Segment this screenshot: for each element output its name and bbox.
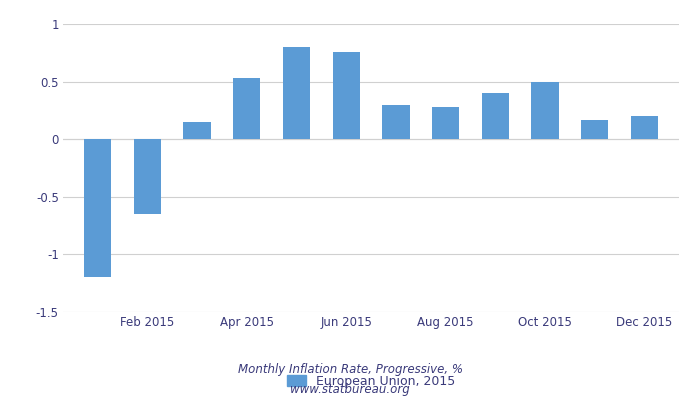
Text: Monthly Inflation Rate, Progressive, %: Monthly Inflation Rate, Progressive, % bbox=[237, 364, 463, 376]
Text: www.statbureau.org: www.statbureau.org bbox=[290, 384, 410, 396]
Bar bbox=[183, 122, 211, 139]
Legend: European Union, 2015: European Union, 2015 bbox=[282, 370, 460, 393]
Bar bbox=[134, 139, 161, 214]
Bar bbox=[233, 78, 260, 139]
Bar bbox=[382, 105, 410, 139]
Bar bbox=[84, 139, 111, 278]
Bar bbox=[631, 116, 658, 139]
Bar bbox=[482, 93, 509, 139]
Bar bbox=[432, 107, 459, 139]
Bar bbox=[332, 52, 360, 139]
Bar bbox=[283, 47, 310, 139]
Bar bbox=[531, 82, 559, 139]
Bar bbox=[581, 120, 608, 139]
